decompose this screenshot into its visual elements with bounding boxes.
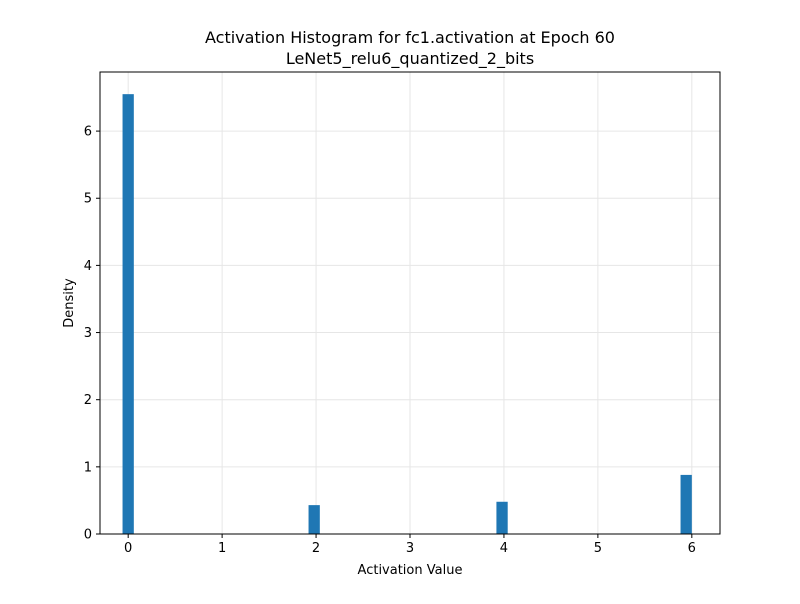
axis-ticks: 0 1 2 3 4 5 6 0 1 2 3 4 5 6: [84, 125, 696, 556]
y-tick-label: 2: [84, 393, 92, 408]
y-axis-label: Density: [62, 278, 77, 328]
chart-subtitle: LeNet5_relu6_quantized_2_bits: [286, 49, 534, 69]
y-tick-label: 6: [84, 125, 92, 140]
histogram-bar: [680, 474, 692, 534]
y-tick-label: 0: [84, 528, 92, 543]
chart-title: Activation Histogram for fc1.activation …: [205, 28, 615, 47]
x-tick-label: 3: [406, 541, 414, 556]
x-tick-label: 0: [124, 541, 132, 556]
y-tick-label: 5: [84, 192, 92, 207]
x-tick-label: 5: [594, 541, 602, 556]
x-axis-label: Activation Value: [358, 563, 463, 578]
histogram-bar: [496, 501, 508, 534]
x-tick-label: 4: [500, 541, 508, 556]
y-tick-label: 4: [84, 259, 92, 274]
x-tick-label: 1: [218, 541, 226, 556]
histogram-bar: [122, 94, 134, 534]
x-tick-label: 2: [312, 541, 320, 556]
x-tick-label: 6: [688, 541, 696, 556]
histogram-bar: [308, 505, 320, 534]
y-tick-label: 3: [84, 326, 92, 341]
grid-lines: [100, 72, 720, 535]
y-tick-label: 1: [84, 460, 92, 475]
bars: [122, 94, 692, 534]
